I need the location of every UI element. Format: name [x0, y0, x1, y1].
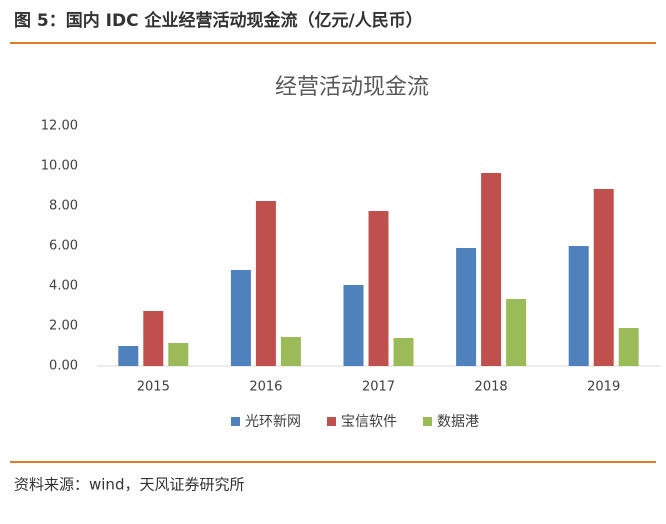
- bar: [368, 211, 389, 366]
- y-tick-label: 6.00: [49, 239, 78, 254]
- bar: [393, 338, 414, 366]
- legend-swatch: [423, 417, 432, 426]
- bar: [280, 337, 301, 366]
- y-tick-label: 12.00: [41, 119, 78, 134]
- bar: [143, 311, 164, 366]
- bar: [506, 299, 527, 366]
- bar: [255, 201, 276, 366]
- bar: [456, 248, 477, 366]
- bar: [343, 285, 364, 366]
- legend-label: 光环新网: [245, 414, 301, 430]
- x-tick-label: 2019: [587, 380, 620, 395]
- figure-title: 图 5：国内 IDC 企业经营活动现金流（亿元/人民币）: [14, 10, 423, 31]
- y-tick-label: 8.00: [49, 199, 78, 214]
- y-tick-label: 0.00: [49, 359, 78, 374]
- legend-swatch: [327, 417, 336, 426]
- y-tick-label: 2.00: [49, 319, 78, 334]
- bar: [593, 189, 614, 366]
- x-tick-label: 2018: [475, 380, 508, 395]
- x-tick-label: 2017: [362, 380, 395, 395]
- legend-swatch: [231, 417, 240, 426]
- y-tick-label: 4.00: [49, 279, 78, 294]
- y-tick-label: 10.00: [41, 159, 78, 174]
- bar: [568, 246, 589, 366]
- legend-label: 数据港: [437, 414, 479, 430]
- chart-title: 经营活动现金流: [275, 75, 429, 100]
- bar: [118, 346, 139, 366]
- bar: [168, 343, 189, 366]
- legend-label: 宝信软件: [341, 414, 397, 430]
- source: 资料来源：wind，天风证券研究所: [14, 476, 244, 494]
- x-tick-label: 2015: [137, 380, 170, 395]
- bar: [481, 173, 502, 366]
- bar: [230, 270, 251, 366]
- x-tick-label: 2016: [249, 380, 282, 395]
- bar: [618, 328, 639, 366]
